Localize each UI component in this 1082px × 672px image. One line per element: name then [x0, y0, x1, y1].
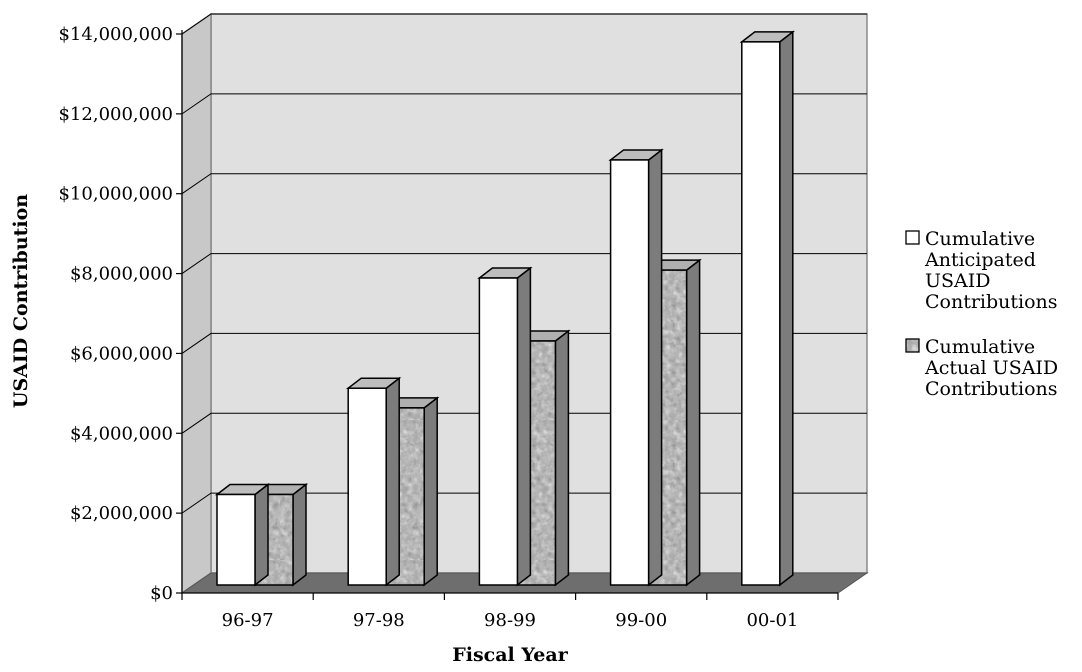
bar-side [292, 482, 307, 587]
legend-label-line: Actual USAID [924, 357, 1058, 379]
bar-face [347, 387, 387, 586]
bar-side [647, 148, 663, 587]
legend-label-line: Contributions [925, 291, 1058, 313]
y-tick-label: $4,000,000 [70, 423, 173, 444]
bar-face [609, 159, 650, 586]
bar-0 [345, 376, 402, 587]
y-tick-label: $14,000,000 [58, 24, 173, 45]
bar-0 [477, 266, 533, 587]
bar-0 [739, 30, 796, 587]
bar-face [741, 41, 781, 586]
x-tick-label: 98-99 [484, 610, 536, 631]
legend-label: Cumulative Actual USAID Contributions [924, 336, 1058, 400]
x-axis-title: Fiscal Year [452, 644, 568, 666]
bar-side [685, 258, 701, 587]
y-tick-label: $8,000,000 [70, 264, 173, 285]
legend-swatch [905, 338, 920, 353]
y-axis-title: USAID Contribution [10, 194, 32, 408]
plot-side-wall [181, 12, 212, 595]
legend-swatch [905, 230, 920, 245]
bar-side [423, 396, 438, 587]
bar-face [216, 493, 256, 586]
legend-label-line: Anticipated [924, 249, 1036, 271]
bar-side [779, 30, 794, 587]
bar-side [554, 329, 570, 587]
legend-label-line: Contributions [925, 378, 1058, 400]
gridline [181, 13, 867, 35]
legend-label-line: USAID [925, 270, 991, 292]
gridline [181, 93, 867, 115]
legend-label-line: Cumulative [925, 336, 1035, 358]
y-tick-label: $2,000,000 [70, 503, 173, 524]
x-tick-label: 99-00 [615, 610, 667, 631]
bar-0 [214, 482, 271, 587]
y-tick-label: $12,000,000 [58, 104, 173, 125]
y-tick-label: $0 [150, 583, 173, 604]
bar-side [254, 482, 269, 587]
bar-side [516, 266, 532, 587]
x-tick-label: 97-98 [353, 610, 405, 631]
y-tick-label: $10,000,000 [58, 184, 173, 205]
x-tick-label: 96-97 [222, 610, 274, 631]
y-tick-label: $6,000,000 [70, 343, 173, 364]
legend-label: Cumulative Anticipated USAID Contributions [924, 228, 1058, 313]
x-tick-label: 00-01 [746, 610, 798, 631]
bar-side [385, 376, 400, 587]
bar-0 [608, 148, 664, 587]
legend-label-line: Cumulative [925, 228, 1035, 250]
bar-face [478, 277, 519, 586]
